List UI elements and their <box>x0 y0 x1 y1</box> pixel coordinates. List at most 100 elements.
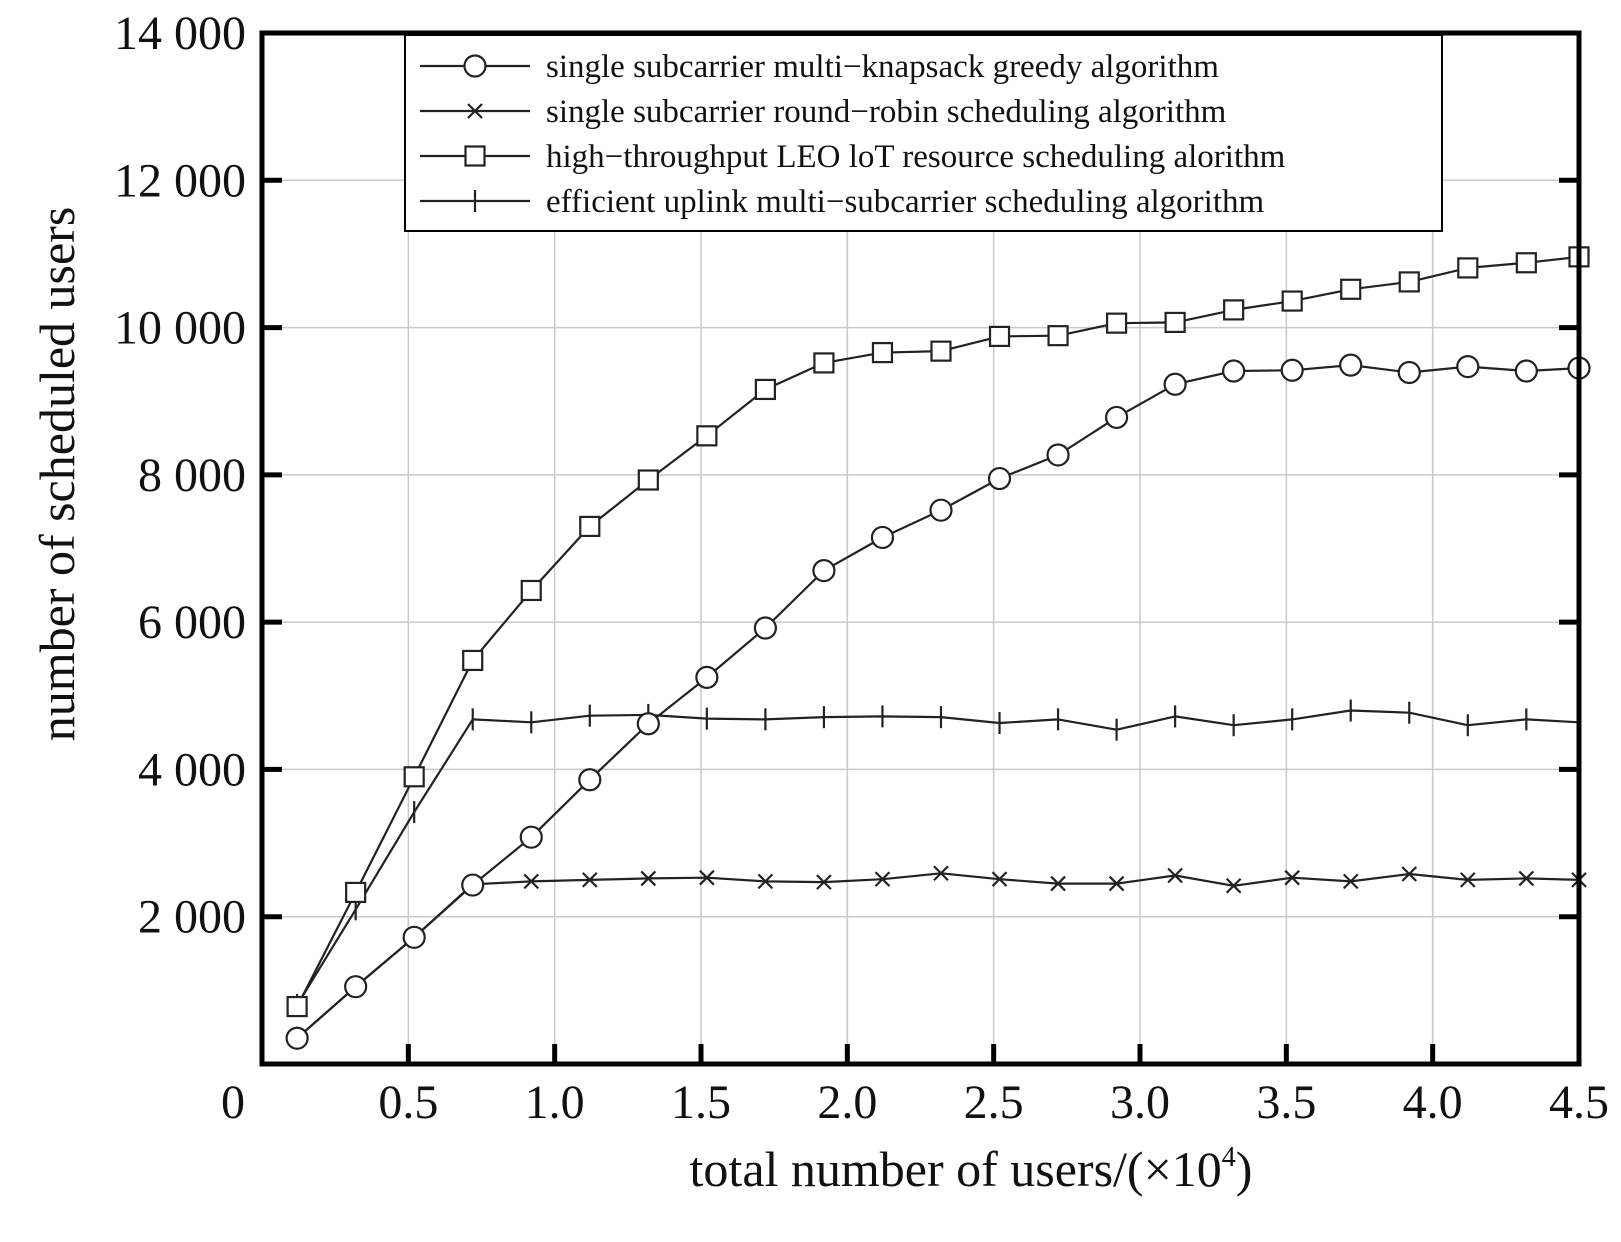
y-tick-label: 14 000 <box>114 7 246 60</box>
series-circle-point-19 <box>1397 360 1421 385</box>
series-square-point-8 <box>754 378 776 401</box>
x-marker-stroke <box>991 871 1008 887</box>
series-x-point-4 <box>523 873 540 890</box>
x-marker-stroke <box>467 103 483 119</box>
legend: single subcarrier multi−knapsack greedy … <box>404 34 1443 232</box>
series-square-point-12 <box>988 325 1011 348</box>
legend-label: single subcarrier multi−knapsack greedy … <box>546 49 1219 85</box>
x-axis-title: total number of users/(×104) <box>690 1141 1253 1197</box>
series-square-point-0 <box>286 995 308 1018</box>
series-x-point-14 <box>1108 875 1125 892</box>
series-square-point-13 <box>1047 325 1069 347</box>
x-marker-stroke <box>1225 878 1242 894</box>
y-tick-label: 6 000 <box>138 596 246 649</box>
axis-ticks: 0 0.5 1.0 1.5 2.0 2.5 3.0 3.5 4.0 4.5 2 000 4 000 6 … <box>114 7 1609 1129</box>
y-tick-label: 2 000 <box>138 891 246 944</box>
legend-box <box>404 34 1443 232</box>
x-marker-stroke <box>1401 866 1418 882</box>
series-square-point-7 <box>696 425 718 447</box>
x-tick-label: 2.0 <box>817 1076 877 1129</box>
legend-label: high−throughput LEO loT resource schedul… <box>546 139 1286 175</box>
x-tick-label: 3.5 <box>1256 1076 1316 1129</box>
series-circle-point-16 <box>1222 359 1246 383</box>
series-square-point-11 <box>930 340 952 362</box>
x-tick-label: 4.5 <box>1549 1076 1609 1129</box>
series-circle-point-8 <box>753 616 777 640</box>
y-axis-title: number of scheduled users <box>29 207 85 742</box>
legend-label: single subcarrier round−robin scheduling… <box>546 94 1227 130</box>
series-circle-point-20 <box>1456 355 1480 379</box>
legend-label: efficient uplink multi−subcarrier schedu… <box>546 184 1264 220</box>
x-marker-stroke <box>1342 873 1359 890</box>
x-marker-stroke <box>933 865 949 882</box>
series-x-point-18 <box>1342 873 1359 890</box>
series-square-point-2 <box>403 766 425 788</box>
series-circle-point-3 <box>461 873 485 897</box>
series-square-point-6 <box>637 469 659 491</box>
x-marker-stroke <box>582 872 598 888</box>
series-square-point-3 <box>462 649 484 672</box>
x-marker-stroke <box>640 870 657 887</box>
series-square-point-15 <box>1164 311 1186 334</box>
series-square-point-5 <box>579 515 601 538</box>
x-tick-label: 1.0 <box>525 1076 585 1129</box>
series-circle-point-6 <box>636 712 660 736</box>
series-x-point-9 <box>816 874 832 890</box>
series-circle-point-14 <box>1104 405 1129 430</box>
legend-circle-point-marker <box>463 54 487 78</box>
legend-item-plus: efficient uplink multi−subcarrier schedu… <box>420 184 1264 220</box>
legend-x-point-marker <box>467 103 483 119</box>
series-square-point-14 <box>1105 312 1128 334</box>
x-marker-stroke <box>816 874 832 890</box>
series-x <box>289 865 1587 1047</box>
series-circle-point-2 <box>402 925 426 949</box>
series-x-point-5 <box>582 872 598 888</box>
x-marker-stroke <box>1167 867 1183 884</box>
series-x-point-20 <box>1460 872 1476 888</box>
series-circle-point-7 <box>695 665 719 689</box>
series-circle-point-21 <box>1514 359 1538 383</box>
legend-item-circle: single subcarrier multi−knapsack greedy … <box>420 49 1219 85</box>
legend-item-square: high−throughput LEO loT resource schedul… <box>420 139 1286 175</box>
series-x-point-21 <box>1518 870 1535 887</box>
series-circle-point-13 <box>1046 443 1070 467</box>
series-circle-point-5 <box>578 768 602 792</box>
series-circle-point-9 <box>812 558 836 583</box>
x-marker-stroke <box>757 873 774 890</box>
series-x-point-12 <box>991 871 1008 887</box>
series-circle-point-17 <box>1280 358 1304 382</box>
series-x-point-8 <box>757 873 774 890</box>
series-circle-point-18 <box>1339 353 1363 377</box>
series-square-point-17 <box>1281 290 1303 312</box>
series-plus-line <box>296 709 1580 1006</box>
series-circle <box>285 353 1591 1050</box>
series-square-point-1 <box>345 881 367 904</box>
series-circle-point-4 <box>519 825 543 849</box>
legend-item-x: single subcarrier round−robin scheduling… <box>420 94 1227 130</box>
series-circle-point-0 <box>285 1026 309 1050</box>
x-tick-label: 0.5 <box>378 1076 438 1129</box>
series-plus <box>296 699 1581 1017</box>
series-x-line <box>296 872 1580 1040</box>
series-layer <box>285 246 1591 1050</box>
legend-square-point-marker <box>464 145 486 167</box>
series-x-point-11 <box>933 865 949 882</box>
series-square-point-19 <box>1398 271 1420 293</box>
x-marker-stroke <box>1050 875 1066 892</box>
series-circle-point-1 <box>344 975 368 999</box>
series-x-point-6 <box>640 870 657 887</box>
series-square-point-18 <box>1340 278 1362 300</box>
x-axis-title-main: total number of users/(×10 <box>690 1141 1222 1197</box>
x-marker-stroke <box>1108 875 1125 892</box>
series-x-point-16 <box>1225 878 1242 894</box>
x-marker-stroke <box>1518 870 1535 887</box>
series-square-point-16 <box>1223 299 1245 321</box>
series-circle-point-12 <box>987 466 1012 491</box>
x-marker-stroke <box>523 873 540 890</box>
y-tick-label: 4 000 <box>138 743 246 796</box>
series-square-point-21 <box>1515 252 1537 274</box>
series-circle-point-15 <box>1163 372 1187 396</box>
plot-frame <box>259 30 1582 1067</box>
